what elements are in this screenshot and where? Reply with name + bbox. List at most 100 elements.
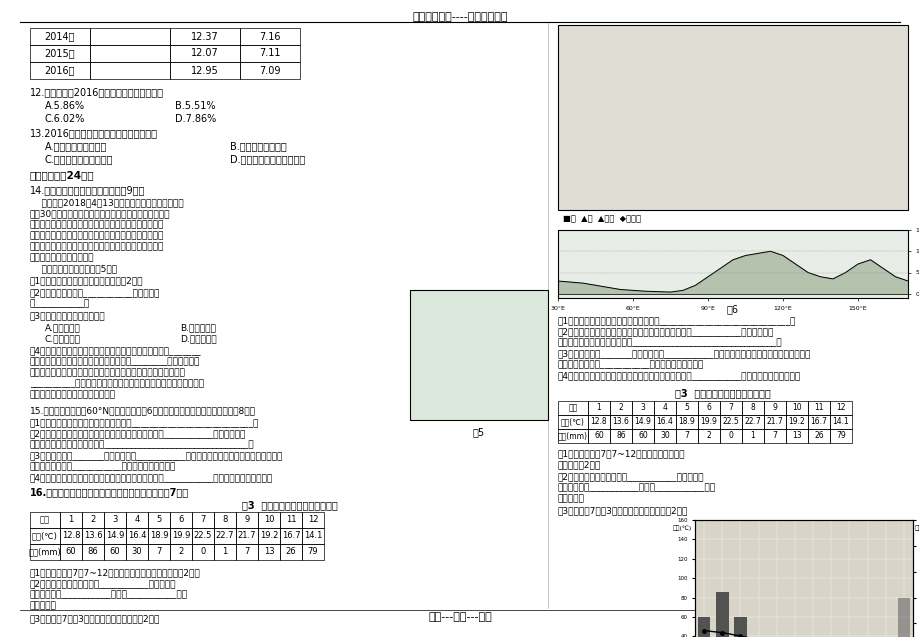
- Text: 游业、互联网、医疗健康、金融、会展等现代服务业，形: 游业、互联网、医疗健康、金融、会展等现代服务业，形: [30, 231, 165, 240]
- Text: 材料二：中国政区图（图5）。: 材料二：中国政区图（图5）。: [30, 264, 117, 273]
- Bar: [60, 512, 82, 528]
- Bar: [240, 45, 300, 62]
- Bar: [829, 429, 851, 443]
- Text: 柱状图。（2分）: 柱状图。（2分）: [558, 460, 601, 469]
- Text: ■煤  ▲铁  ▲石油  ◆天然气: ■煤 ▲铁 ▲石油 ◆天然气: [562, 214, 641, 223]
- Text: 26: 26: [286, 547, 296, 557]
- Text: 7.11: 7.11: [259, 48, 280, 59]
- Bar: [257, 544, 279, 560]
- Text: 79: 79: [835, 431, 845, 441]
- Text: 13.6: 13.6: [84, 531, 102, 541]
- Text: D.青稞、花生: D.青稞、花生: [180, 334, 216, 343]
- Bar: [587, 401, 609, 415]
- Text: 试验区，得益于其重要的地理位置。: 试验区，得益于其重要的地理位置。: [30, 390, 116, 399]
- Text: 成以服务型经济为主的产业结构，建设生态文明试验区，: 成以服务型经济为主的产业结构，建设生态文明试验区，: [30, 242, 165, 251]
- Text: 19.9: 19.9: [699, 417, 717, 427]
- Text: （2）该地气温最高月出现在___________，据此可以: （2）该地气温最高月出现在___________，据此可以: [30, 579, 176, 588]
- Bar: [609, 401, 631, 415]
- Bar: [742, 415, 763, 429]
- Bar: [897, 599, 909, 637]
- Text: 2: 2: [618, 403, 623, 413]
- Text: 9: 9: [772, 403, 777, 413]
- Text: 12: 12: [308, 515, 318, 524]
- Bar: [675, 401, 698, 415]
- Bar: [90, 28, 170, 45]
- Text: A.小麦、苹果: A.小麦、苹果: [45, 323, 81, 332]
- Text: 月为夏季。: 月为夏季。: [30, 601, 57, 610]
- Text: 14.根据图文资料，完成下列问题（9分）: 14.根据图文资料，完成下列问题（9分）: [30, 185, 145, 195]
- Bar: [30, 544, 60, 560]
- Bar: [631, 429, 653, 443]
- Text: （1）据地形剖面图判断俄罗斯地势特征为_____________________________。: （1）据地形剖面图判断俄罗斯地势特征为_____________________…: [558, 316, 796, 325]
- Text: 月为夏季。: 月为夏季。: [558, 494, 584, 503]
- Text: 1: 1: [68, 515, 74, 524]
- Bar: [609, 429, 631, 443]
- Bar: [60, 544, 82, 560]
- Bar: [807, 401, 829, 415]
- Text: 群岛等组成，它们均位于我国四大海湾中的________海海域，该海: 群岛等组成，它们均位于我国四大海湾中的________海海域，该海: [30, 357, 200, 366]
- Text: （2）据图判断鄂毕河、叶尼塞河、勒拿河的大致流向为___________，三条河年内: （2）据图判断鄂毕河、叶尼塞河、勒拿河的大致流向为___________，三条河…: [30, 429, 246, 438]
- Bar: [257, 528, 279, 544]
- Text: 16.4: 16.4: [656, 417, 673, 427]
- Text: 7.09: 7.09: [259, 66, 280, 76]
- Bar: [30, 512, 60, 528]
- Bar: [587, 415, 609, 429]
- Text: 10: 10: [264, 515, 274, 524]
- Bar: [148, 544, 170, 560]
- Text: 14.9: 14.9: [634, 417, 651, 427]
- Text: 月份: 月份: [568, 403, 577, 413]
- Text: 6: 6: [706, 403, 710, 413]
- Bar: [807, 415, 829, 429]
- Text: （4）俄罗斯矿产资源丰富、种类齐全，工业基础雄厚，___________工业发达（填轻或重）。: （4）俄罗斯矿产资源丰富、种类齐全，工业基础雄厚，___________工业发达…: [558, 371, 800, 380]
- Text: 21.7: 21.7: [766, 417, 782, 427]
- Bar: [82, 544, 104, 560]
- Bar: [104, 544, 126, 560]
- Text: B.我国文化教育发达: B.我国文化教育发达: [230, 141, 287, 151]
- Text: （2）该地气温最高月出现在___________，据此可以: （2）该地气温最高月出现在___________，据此可以: [558, 472, 704, 481]
- Text: 12.37: 12.37: [191, 31, 219, 41]
- Text: （3）俄罗斯地跨_______两大洲，北临___________洋，东临太平洋，国土面积居世界第一，: （3）俄罗斯地跨_______两大洲，北临___________洋，东临太平洋，…: [558, 349, 811, 358]
- Text: 9: 9: [244, 515, 249, 524]
- Text: B.玉米、棉花: B.玉米、棉花: [180, 323, 216, 332]
- Text: 10: 10: [791, 403, 801, 413]
- Text: 12: 12: [835, 403, 845, 413]
- Bar: [301, 544, 323, 560]
- Bar: [558, 401, 587, 415]
- Text: （2）海南省的简称是___________，行政中心: （2）海南省的简称是___________，行政中心: [30, 288, 160, 297]
- Text: 材料一：2018年4月13日，是海南省成立并设为经济: 材料一：2018年4月13日，是海南省成立并设为经济: [30, 198, 184, 207]
- Text: （1）补充完成图7中7~12月气温曲线和降水量柱状图。（2分）: （1）补充完成图7中7~12月气温曲线和降水量柱状图。（2分）: [30, 568, 200, 577]
- Text: 11: 11: [813, 403, 823, 413]
- Bar: [807, 429, 829, 443]
- Bar: [829, 415, 851, 429]
- Bar: [697, 617, 709, 637]
- Bar: [558, 429, 587, 443]
- Bar: [785, 429, 807, 443]
- Text: 12.8: 12.8: [62, 531, 80, 541]
- Bar: [763, 429, 785, 443]
- Text: 7: 7: [728, 403, 732, 413]
- Text: 26: 26: [813, 431, 823, 441]
- Bar: [698, 429, 720, 443]
- Text: 特区30周年日。当天，国家主席习近平发表重要讲话：党: 特区30周年日。当天，国家主席习近平发表重要讲话：党: [30, 209, 170, 218]
- Bar: [631, 415, 653, 429]
- Text: 18.9: 18.9: [678, 417, 695, 427]
- Bar: [240, 62, 300, 79]
- Bar: [170, 544, 192, 560]
- Text: 0: 0: [728, 431, 732, 441]
- Text: （1）补充完成图7中7~12月气温曲线和降水量: （1）补充完成图7中7~12月气温曲线和降水量: [558, 449, 685, 458]
- Text: A.5.86%: A.5.86%: [45, 101, 85, 111]
- Text: 建设热带雨林等国家公园。: 建设热带雨林等国家公园。: [30, 253, 95, 262]
- Text: 19.9: 19.9: [172, 531, 190, 541]
- Bar: [698, 401, 720, 415]
- Text: 0: 0: [200, 547, 206, 557]
- Text: （填有或无）结冰现象，理由是________________________________。: （填有或无）结冰现象，理由是__________________________…: [558, 338, 782, 347]
- Bar: [214, 544, 236, 560]
- Text: 11: 11: [286, 515, 296, 524]
- Text: C.6.02%: C.6.02%: [45, 114, 85, 124]
- Bar: [587, 429, 609, 443]
- Bar: [240, 28, 300, 45]
- Text: 7: 7: [684, 431, 688, 441]
- Text: 16.7: 16.7: [810, 417, 826, 427]
- Text: 60: 60: [109, 547, 120, 557]
- Bar: [720, 429, 742, 443]
